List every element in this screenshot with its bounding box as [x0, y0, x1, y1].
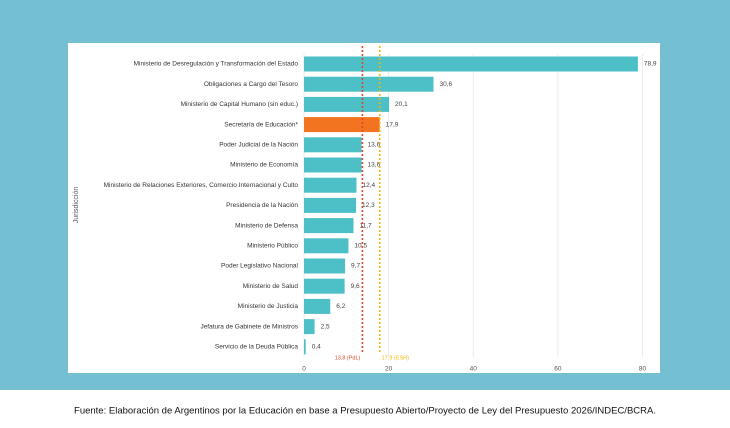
source-note: Fuente: Elaboración de Argentinos por la… — [74, 406, 656, 417]
value-label: 10,5 — [354, 243, 367, 250]
value-label: 6,2 — [336, 303, 345, 310]
bar — [304, 137, 362, 153]
bar — [304, 76, 434, 92]
category-label: Poder Legislativo Nacional — [221, 263, 299, 270]
x-tick-label: 80 — [639, 366, 647, 373]
category-label: Ministerio de Defensa — [235, 222, 298, 229]
value-label: 12,4 — [362, 182, 375, 189]
category-label: Ministerio Público — [247, 243, 298, 250]
bar — [304, 339, 306, 355]
reference-label: 17,9 (ESH) — [382, 355, 409, 361]
value-label: 17,9 — [386, 121, 399, 128]
category-label: Ministerio de Desregulación y Transforma… — [134, 61, 299, 68]
category-label: Jefatura de Gabinete de Ministros — [200, 323, 298, 330]
value-label: 30,6 — [439, 81, 452, 88]
category-label: Ministerio de Salud — [243, 283, 299, 290]
category-label: Ministerio de Relaciones Exteriores, Com… — [104, 182, 299, 189]
value-label: 2,5 — [321, 323, 330, 330]
category-label: Ministerio de Justicia — [238, 303, 299, 310]
value-label: 11,7 — [360, 222, 373, 229]
bar — [304, 319, 315, 335]
category-label: Presidencia de la Nación — [226, 202, 298, 209]
bar — [304, 298, 331, 314]
bar — [304, 238, 349, 254]
bar — [304, 117, 380, 133]
bar — [304, 197, 357, 213]
bar — [304, 96, 390, 112]
category-label: Ministerio de Capital Humano (sin educ.) — [181, 101, 298, 108]
bar — [304, 218, 354, 234]
x-tick-label: 0 — [302, 366, 306, 373]
bar — [304, 278, 345, 294]
value-label: 0,4 — [312, 344, 321, 351]
x-tick-label: 60 — [554, 366, 562, 373]
x-tick-label: 20 — [385, 366, 393, 373]
value-label: 20,1 — [395, 101, 408, 108]
category-label: Poder Judicial de la Nación — [219, 142, 298, 149]
bar — [304, 258, 346, 274]
reference-label: 13,8 (PdL) — [335, 355, 361, 361]
value-label: 9,7 — [351, 263, 360, 270]
value-label: 13,6 — [368, 142, 381, 149]
category-label: Obligaciones a Cargo del Tesoro — [204, 81, 299, 88]
value-label: 13,6 — [368, 162, 381, 169]
category-label: Ministerio de Economía — [230, 162, 298, 169]
category-label: Servicio de la Deuda Pública — [215, 344, 298, 351]
value-label: 78,9 — [644, 61, 657, 68]
bar — [304, 56, 638, 72]
bar — [304, 177, 357, 193]
category-label: Secretaría de Educación* — [224, 121, 298, 128]
bar — [304, 157, 362, 173]
x-tick-label: 40 — [470, 366, 478, 373]
value-label: 9,6 — [351, 283, 360, 290]
y-axis-label: Jurisdicción — [73, 187, 80, 224]
value-label: 12,3 — [362, 202, 375, 209]
